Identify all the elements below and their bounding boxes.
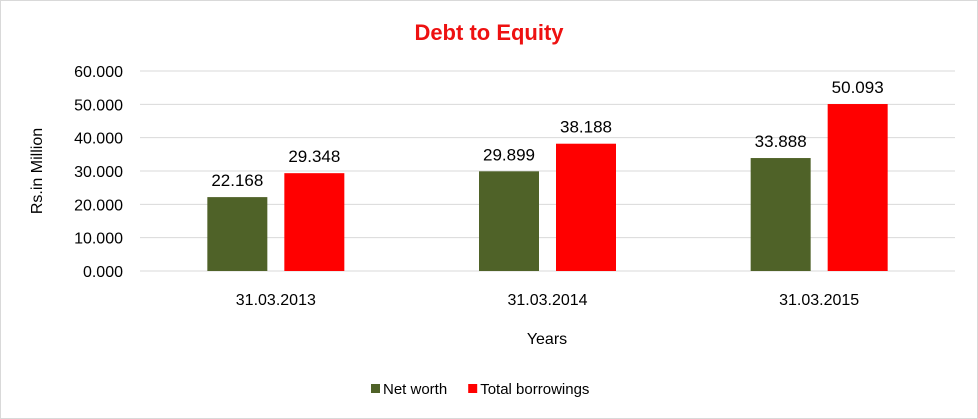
data-label: 22.168: [211, 171, 263, 190]
chart-title: Debt to Equity: [414, 20, 564, 45]
legend: Net worth Total borrowings: [371, 381, 589, 398]
bar-total-borrowings: [556, 143, 616, 271]
legend-label: Net worth: [383, 381, 447, 398]
x-axis-ticks: 31.03.2013 31.03.2014 31.03.2015: [236, 292, 860, 309]
data-labels: 22.168 29.348 29.899 38.188 33.888 50.093: [211, 78, 883, 190]
legend-label: Total borrowings: [480, 381, 589, 398]
y-tick-label: 60.000: [74, 64, 123, 81]
data-label: 50.093: [832, 78, 884, 97]
x-tick-label: 31.03.2015: [779, 292, 859, 309]
data-label: 29.899: [483, 145, 535, 164]
data-label: 33.888: [755, 132, 807, 151]
y-tick-label: 0.000: [83, 264, 123, 281]
y-axis-label: Rs.in Million: [29, 128, 46, 214]
y-axis-ticks: 0.000 10.000 20.000 30.000 40.000 50.000 60.00…: [74, 64, 123, 281]
data-label: 29.348: [288, 147, 340, 166]
bar-total-borrowings: [827, 104, 888, 271]
bar-net-worth: [750, 158, 811, 271]
legend-swatch: [468, 384, 478, 393]
bar-total-borrowings: [284, 173, 345, 271]
y-tick-label: 10.000: [74, 231, 123, 248]
x-tick-label: 31.03.2013: [236, 292, 316, 309]
y-tick-label: 30.000: [74, 164, 123, 181]
y-tick-label: 40.000: [74, 131, 123, 148]
y-tick-label: 50.000: [74, 97, 123, 114]
bar-net-worth: [207, 197, 268, 271]
data-label: 38.188: [560, 118, 612, 137]
bar-net-worth: [479, 171, 539, 271]
x-tick-label: 31.03.2014: [507, 292, 587, 309]
x-axis-label: Years: [527, 331, 567, 348]
legend-swatch: [371, 384, 380, 393]
gridlines: [140, 70, 955, 272]
bars: [207, 104, 888, 271]
y-tick-label: 20.000: [74, 197, 123, 214]
